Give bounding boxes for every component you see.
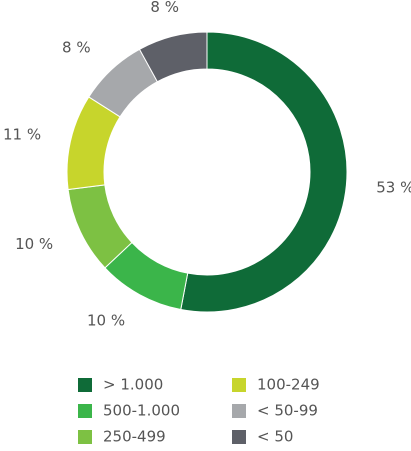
slice-label: 10 %	[15, 235, 53, 253]
legend-label: < 50	[257, 428, 293, 446]
legend-swatch	[232, 378, 246, 392]
legend-label: 250-499	[103, 428, 166, 446]
legend-label: > 1.000	[103, 376, 163, 394]
legend-swatch	[78, 404, 92, 418]
legend-label: 500-1.000	[103, 402, 180, 420]
legend-label: < 50-99	[257, 402, 318, 420]
donut-slice	[180, 31, 348, 313]
legend-swatch	[78, 378, 92, 392]
donut-slice	[138, 31, 208, 83]
slice-label: 10 %	[87, 311, 125, 329]
slice-label: 8 %	[62, 39, 91, 57]
legend-label: 100-249	[257, 376, 320, 394]
slice-label: 53 %	[376, 178, 411, 196]
legend-swatch	[232, 404, 246, 418]
legend-swatch	[232, 430, 246, 444]
slice-label: 11 %	[3, 125, 41, 143]
legend-swatch	[78, 430, 92, 444]
slice-label: 8 %	[150, 0, 179, 16]
